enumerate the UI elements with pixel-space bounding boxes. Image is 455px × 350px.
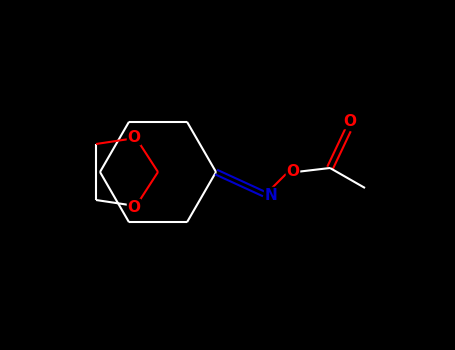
Text: O: O — [287, 164, 299, 180]
Text: O: O — [127, 130, 141, 145]
Text: N: N — [265, 188, 278, 203]
Text: O: O — [344, 113, 357, 128]
Text: O: O — [127, 199, 141, 215]
